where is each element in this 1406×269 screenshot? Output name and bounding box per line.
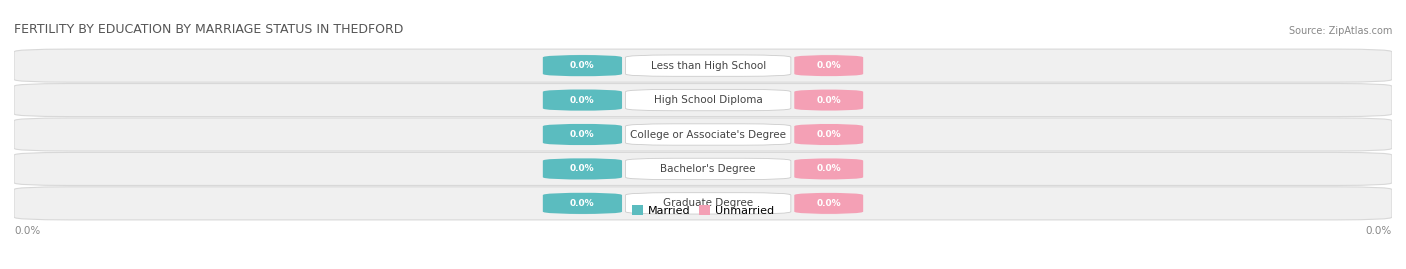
Text: 0.0%: 0.0% bbox=[14, 226, 41, 236]
Text: High School Diploma: High School Diploma bbox=[654, 95, 762, 105]
FancyBboxPatch shape bbox=[626, 89, 790, 111]
Text: 0.0%: 0.0% bbox=[569, 130, 595, 139]
Text: 0.0%: 0.0% bbox=[817, 130, 841, 139]
FancyBboxPatch shape bbox=[14, 187, 1392, 220]
Text: Graduate Degree: Graduate Degree bbox=[664, 198, 754, 208]
Text: 0.0%: 0.0% bbox=[569, 61, 595, 70]
Text: Less than High School: Less than High School bbox=[651, 61, 766, 71]
Text: Bachelor's Degree: Bachelor's Degree bbox=[661, 164, 756, 174]
FancyBboxPatch shape bbox=[543, 89, 621, 111]
FancyBboxPatch shape bbox=[14, 153, 1392, 185]
Text: Source: ZipAtlas.com: Source: ZipAtlas.com bbox=[1288, 26, 1392, 36]
FancyBboxPatch shape bbox=[794, 55, 863, 76]
FancyBboxPatch shape bbox=[626, 124, 790, 145]
Legend: Married, Unmarried: Married, Unmarried bbox=[627, 201, 779, 220]
FancyBboxPatch shape bbox=[626, 193, 790, 214]
Text: 0.0%: 0.0% bbox=[817, 164, 841, 174]
FancyBboxPatch shape bbox=[14, 49, 1392, 82]
FancyBboxPatch shape bbox=[543, 55, 621, 76]
FancyBboxPatch shape bbox=[543, 124, 621, 145]
FancyBboxPatch shape bbox=[543, 193, 621, 214]
Text: College or Associate's Degree: College or Associate's Degree bbox=[630, 129, 786, 140]
Text: 0.0%: 0.0% bbox=[569, 164, 595, 174]
FancyBboxPatch shape bbox=[14, 84, 1392, 116]
FancyBboxPatch shape bbox=[794, 193, 863, 214]
Text: 0.0%: 0.0% bbox=[817, 61, 841, 70]
FancyBboxPatch shape bbox=[543, 158, 621, 180]
Text: FERTILITY BY EDUCATION BY MARRIAGE STATUS IN THEDFORD: FERTILITY BY EDUCATION BY MARRIAGE STATU… bbox=[14, 23, 404, 36]
FancyBboxPatch shape bbox=[14, 118, 1392, 151]
Text: 0.0%: 0.0% bbox=[817, 199, 841, 208]
Text: 0.0%: 0.0% bbox=[1365, 226, 1392, 236]
FancyBboxPatch shape bbox=[626, 55, 790, 76]
Text: 0.0%: 0.0% bbox=[817, 95, 841, 105]
FancyBboxPatch shape bbox=[794, 89, 863, 111]
Text: 0.0%: 0.0% bbox=[569, 199, 595, 208]
FancyBboxPatch shape bbox=[794, 124, 863, 145]
Text: 0.0%: 0.0% bbox=[569, 95, 595, 105]
FancyBboxPatch shape bbox=[794, 158, 863, 180]
FancyBboxPatch shape bbox=[626, 158, 790, 180]
